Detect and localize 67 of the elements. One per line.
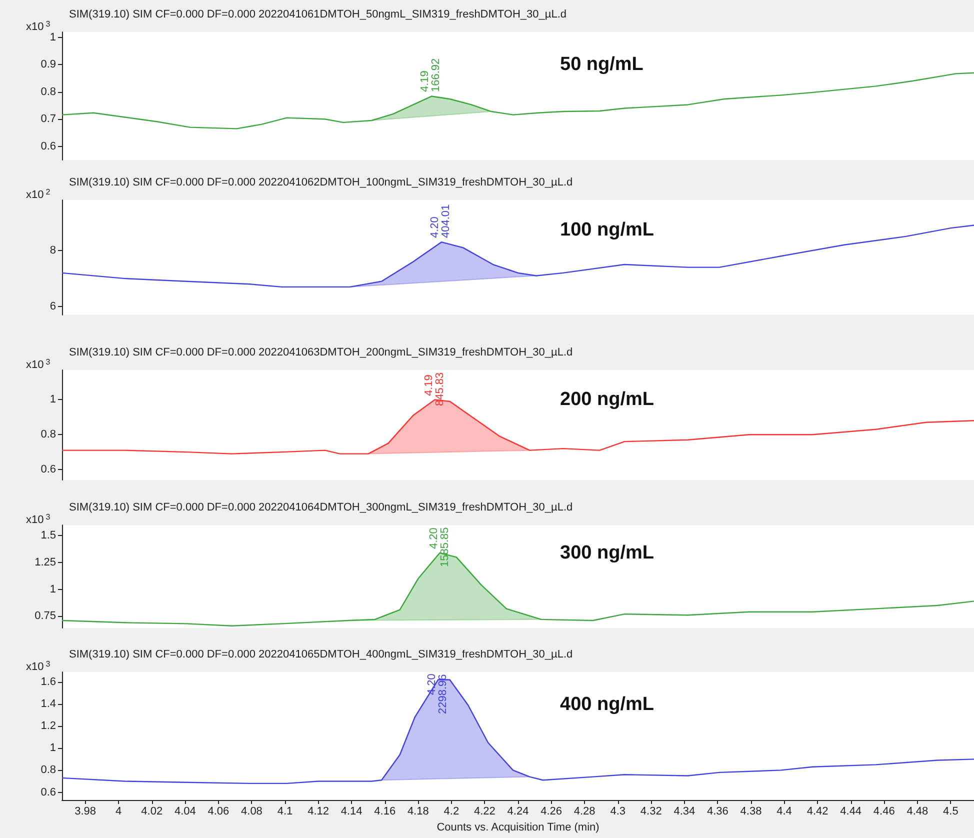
y-tick-label: 1.25 bbox=[34, 556, 56, 569]
x-tick-label: 4.5 bbox=[943, 806, 958, 818]
x-tick-label: 4.36 bbox=[706, 806, 728, 818]
x-tick-label: 4.38 bbox=[740, 806, 762, 818]
x-tick-label: 4.34 bbox=[674, 806, 696, 818]
y-tick-label: 6 bbox=[50, 300, 56, 313]
y-tick-label: 1 bbox=[50, 742, 56, 754]
annotation: 166.92 bbox=[430, 58, 442, 92]
annotation: 4.19 bbox=[422, 374, 435, 396]
y-tick-label: 0.8 bbox=[40, 764, 56, 776]
x-tick-label: 3.98 bbox=[74, 806, 96, 818]
y-tick-label: 1 bbox=[50, 583, 56, 596]
annotation: 400 ng/mL bbox=[560, 694, 654, 716]
chart-title: SIM(319.10) SIM CF=0.000 DF=0.000 2022041063DMTOH_200ngmL_SIM319_freshDMTOH_30_µL.d bbox=[69, 346, 573, 358]
annotation: 300 ng/mL bbox=[560, 542, 654, 564]
y-tick-label: 0.75 bbox=[34, 610, 56, 622]
annotation: 200 ng/mL bbox=[560, 388, 654, 410]
x-axis-title: Counts vs. Acquisition Time (min) bbox=[436, 822, 600, 834]
y-tick-label: 0.8 bbox=[40, 86, 56, 98]
y-tick-label: 1.5 bbox=[40, 530, 56, 542]
x-tick-label: 4.18 bbox=[407, 806, 429, 818]
x-tick-label: 4.06 bbox=[208, 806, 230, 818]
y-tick-label: 0.6 bbox=[40, 464, 56, 476]
x-tick-label: 4.02 bbox=[141, 806, 163, 818]
annotation: 4.20 bbox=[426, 674, 438, 696]
annotation: 404.01 bbox=[440, 204, 452, 238]
y-tick-label: 0.6 bbox=[40, 140, 56, 152]
x-tick-label: 4 bbox=[116, 806, 122, 818]
x-tick-label: 4.22 bbox=[474, 806, 496, 818]
annotation: 845.83 bbox=[434, 372, 446, 406]
x-tick-label: 4.08 bbox=[241, 806, 262, 818]
annotation: 50 ng/mL bbox=[560, 54, 644, 76]
annotation: 4.19 bbox=[419, 70, 432, 92]
chart-title: SIM(319.10) SIM CF=0.000 DF=0.000 2022041064DMTOH_300ngmL_SIM319_freshDMTOH_30_µL.d bbox=[69, 502, 573, 514]
x-tick-label: 4.46 bbox=[873, 806, 895, 818]
y-tick-label: 1.4 bbox=[40, 698, 56, 710]
x-tick-label: 4.26 bbox=[540, 806, 562, 818]
x-tick-label: 4.32 bbox=[640, 806, 662, 818]
x-tick-label: 4.14 bbox=[340, 806, 362, 818]
x-tick-label: 4.16 bbox=[374, 806, 396, 818]
annotation: 4.20 bbox=[429, 216, 442, 238]
annotation: 1585.85 bbox=[438, 527, 451, 567]
y-tick-label: 0.9 bbox=[40, 58, 56, 71]
x-tick-label: 4.12 bbox=[308, 806, 330, 818]
annotation: 100 ng/mL bbox=[560, 220, 654, 241]
x-tick-label: 4.2 bbox=[444, 806, 460, 818]
y-tick-label: 0.8 bbox=[40, 428, 56, 441]
y-tick-label: 1.6 bbox=[40, 676, 56, 688]
y-tick-label: 1 bbox=[50, 394, 56, 406]
x-tick-label: 4.04 bbox=[174, 806, 196, 818]
y-tick-label: 1.2 bbox=[40, 720, 56, 732]
chart-title: SIM(319.10) SIM CF=0.000 DF=0.000 2022041061DMTOH_50ngmL_SIM319_freshDMTOH_30_µL.d bbox=[69, 8, 567, 20]
x-tick-label: 4.28 bbox=[574, 806, 596, 818]
y-tick-label: 8 bbox=[50, 244, 56, 256]
x-tick-label: 4.24 bbox=[507, 806, 529, 818]
x-tick-label: 4.1 bbox=[277, 806, 293, 818]
y-tick-label: 0.7 bbox=[40, 113, 56, 126]
x-tick-label: 4.42 bbox=[806, 806, 828, 818]
annotation: 4.20 bbox=[428, 527, 440, 549]
chart-title: SIM(319.10) SIM CF=0.000 DF=0.000 2022041062DMTOH_100ngmL_SIM319_freshDMTOH_30_µL.d bbox=[69, 176, 573, 188]
x-tick-label: 4.48 bbox=[906, 806, 928, 818]
x-tick-label: 4.4 bbox=[776, 806, 792, 818]
x-tick-label: 4.3 bbox=[610, 806, 626, 818]
y-tick-label: 0.6 bbox=[40, 786, 56, 798]
x-tick-label: 4.44 bbox=[840, 806, 862, 818]
annotation: 2298.96 bbox=[437, 674, 450, 714]
y-tick-label: 1 bbox=[50, 31, 56, 44]
